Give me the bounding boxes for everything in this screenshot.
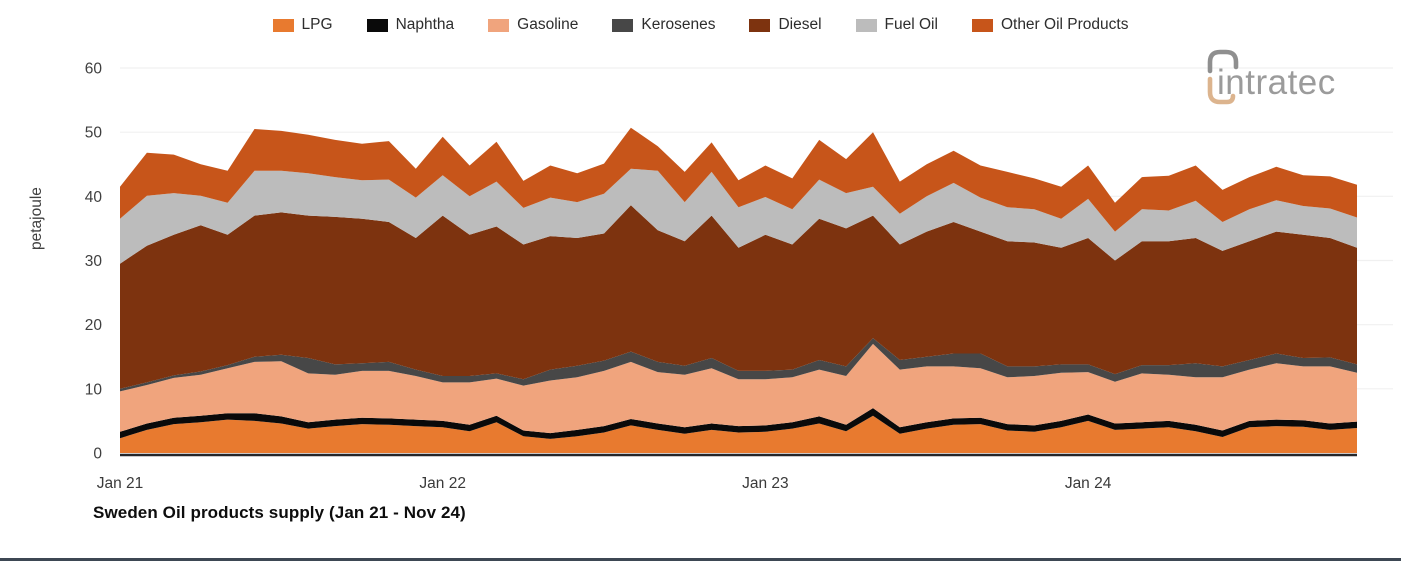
stacked-area-chart: 0 10 20 30 40 50 60 Jan 21 Jan 22 Jan 23 Jan 24 bbox=[85, 61, 1393, 492]
legend-label-kerosenes: Kerosenes bbox=[641, 16, 716, 33]
chart-legend: LPG Naphtha Gasoline Kerosenes Diesel Fuel Oi… bbox=[0, 16, 1401, 34]
legend-label-gasoline: Gasoline bbox=[517, 16, 579, 33]
legend-item-other-oil-products: Other Oil Products bbox=[971, 16, 1129, 34]
x-tick-label-jan-22: Jan 22 bbox=[419, 475, 466, 492]
y-tick-label-60: 60 bbox=[85, 61, 103, 78]
legend-item-gasoline: Gasoline bbox=[488, 16, 578, 34]
legend-swatch-diesel bbox=[749, 18, 771, 32]
area-naphtha bbox=[120, 408, 1357, 439]
legend-swatch-fuel-oil bbox=[855, 18, 877, 32]
legend-item-fuel-oil: Fuel Oil bbox=[855, 16, 938, 34]
logo-arc-bottom-icon bbox=[1207, 76, 1236, 105]
legend-item-naphtha: Naphtha bbox=[366, 16, 455, 34]
legend-item-lpg: LPG bbox=[272, 16, 333, 34]
y-tick-label-0: 0 bbox=[93, 446, 102, 463]
legend-swatch-gasoline bbox=[488, 18, 510, 32]
area-other-oil-products bbox=[120, 127, 1357, 232]
legend-label-fuel-oil: Fuel Oil bbox=[884, 16, 938, 33]
x-tick-label-jan-24: Jan 24 bbox=[1065, 475, 1112, 492]
legend-swatch-kerosenes bbox=[612, 18, 634, 32]
x-tick-label-jan-21: Jan 21 bbox=[97, 475, 144, 492]
legend-swatch-other-oil-products bbox=[971, 18, 993, 32]
legend-swatch-lpg bbox=[272, 18, 294, 32]
area-gasoline bbox=[120, 343, 1357, 434]
y-tick-label-10: 10 bbox=[85, 381, 103, 398]
legend-item-diesel: Diesel bbox=[749, 16, 822, 34]
legend-item-kerosenes: Kerosenes bbox=[612, 16, 715, 34]
legend-label-naphtha: Naphtha bbox=[395, 16, 455, 33]
legend-swatch-naphtha bbox=[366, 18, 388, 32]
area-diesel bbox=[120, 205, 1357, 389]
legend-label-diesel: Diesel bbox=[778, 16, 822, 33]
chart-title: Sweden Oil products supply (Jan 21 - Nov… bbox=[93, 503, 466, 522]
legend-label-lpg: LPG bbox=[301, 16, 333, 33]
legend-label-other-oil-products: Other Oil Products bbox=[1000, 16, 1129, 33]
area-kerosenes bbox=[120, 338, 1357, 392]
x-tick-label-jan-23: Jan 23 bbox=[742, 475, 789, 492]
area-lpg bbox=[120, 415, 1357, 453]
y-tick-label-30: 30 bbox=[85, 253, 103, 270]
logo-text: intratec bbox=[1217, 63, 1336, 102]
y-tick-label-20: 20 bbox=[85, 317, 103, 334]
area-fuel-oil bbox=[120, 168, 1357, 264]
logo-arc-top-icon bbox=[1207, 49, 1239, 74]
intratec-logo: intratec bbox=[1207, 49, 1336, 105]
window-bottom-rule bbox=[0, 558, 1401, 561]
y-tick-label-40: 40 bbox=[85, 189, 103, 206]
y-tick-label-50: 50 bbox=[85, 125, 103, 142]
